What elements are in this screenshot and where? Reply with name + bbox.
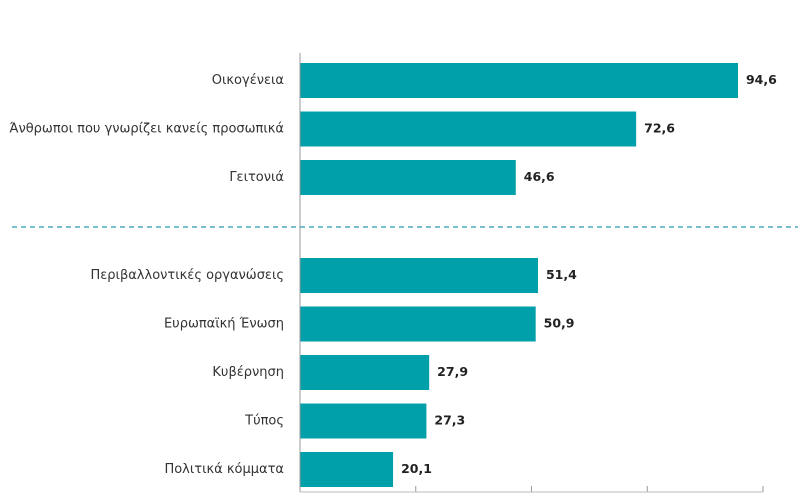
- bar: [300, 452, 394, 487]
- value-label: 27,9: [437, 364, 468, 379]
- category-label: Άνθρωποι που γνωρίζει κανείς προσωπικά: [9, 122, 284, 137]
- category-label: Πολιτικά κόμματα: [164, 462, 284, 477]
- category-label: Γειτονιά: [229, 170, 284, 185]
- value-label: 27,3: [434, 413, 465, 428]
- value-label: 94,6: [746, 72, 777, 87]
- value-label: 72,6: [644, 121, 675, 136]
- bar: [300, 403, 427, 439]
- category-label: Οικογένεια: [212, 73, 284, 88]
- bar: [300, 160, 516, 195]
- bar: [300, 111, 637, 147]
- bar: [300, 63, 738, 98]
- value-label: 50,9: [544, 316, 575, 331]
- labels-layer: Οικογένεια 94,6 Άνθρωποι που γνωρίζει κανε…: [9, 72, 777, 477]
- bar: [300, 355, 430, 390]
- bar: [300, 258, 538, 293]
- value-label: 20,1: [401, 461, 432, 476]
- category-label: Κυβέρνηση: [212, 365, 284, 380]
- value-label: 51,4: [546, 267, 577, 282]
- category-label: Ευρωπαϊκή Ένωση: [164, 317, 284, 332]
- bars-layer: [300, 63, 738, 487]
- value-label: 46,6: [524, 169, 555, 184]
- axis-layer: [12, 53, 798, 493]
- category-label: Περιβαλλοντικές οργανώσεις: [90, 268, 284, 283]
- category-label: Τύπος: [244, 414, 284, 429]
- bar: [300, 306, 536, 342]
